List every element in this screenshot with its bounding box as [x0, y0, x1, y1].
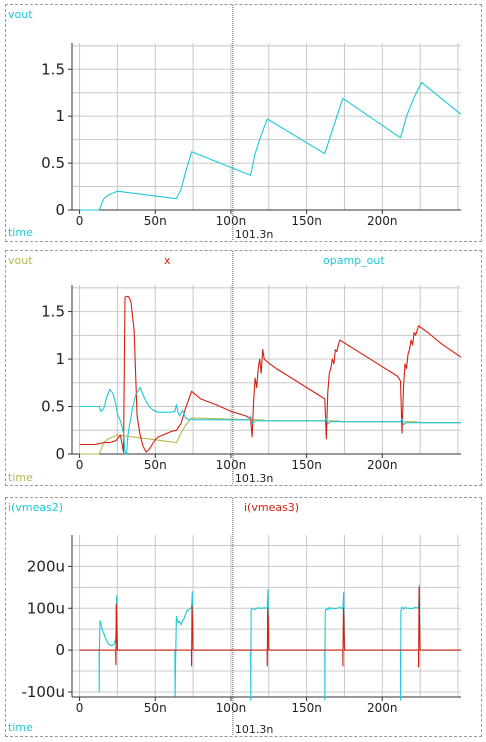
series-line — [79, 386, 461, 455]
cursor-label: 101.3n — [235, 472, 273, 485]
cursor-label: 101.3n — [235, 228, 273, 241]
legend-i-vmeas3: i(vmeas3) — [244, 501, 300, 514]
x-tick-label: 150n — [291, 701, 322, 715]
vout-x-opamp-panel: 0 50n 100n 150n 200n 0 0.5 1 1.5 101.3n vout x op… — [5, 250, 482, 486]
series-line — [79, 586, 461, 668]
x-axis-label: time — [8, 471, 33, 484]
grid — [72, 535, 461, 697]
current-chart: 0 50n 100n 150n 200n -100u 0 100u 200u 101.3n — [21, 498, 461, 736]
x-tick-label: 200n — [367, 458, 398, 472]
x-tick-label: 200n — [367, 214, 398, 228]
y-tick-label: 0 — [55, 641, 65, 659]
y-tick-label: 0 — [55, 201, 65, 219]
vout-panel: 0 50n 100n 150n 200n 0 0.5 1 1.5 101.3n vout time — [5, 4, 482, 242]
vout-chart: 0 50n 100n 150n 200n 0 0.5 1 1.5 101.3n — [41, 5, 462, 241]
x-axis-label: time — [8, 721, 33, 734]
legend-vout: vout — [8, 254, 33, 267]
y-tick-label: 1 — [55, 107, 65, 125]
y-tick-label: 200u — [27, 557, 65, 575]
x-tick-label: 50n — [144, 701, 167, 715]
x-tick-label: 0 — [76, 214, 84, 228]
x-tick-label: 50n — [144, 458, 167, 472]
y-tick-label: 100u — [27, 599, 65, 617]
legend-vout: vout — [8, 8, 33, 21]
x-tick-label: 150n — [291, 214, 322, 228]
y-tick-label: -100u — [21, 683, 65, 701]
vout-x-opamp-chart: 0 50n 100n 150n 200n 0 0.5 1 1.5 101.3n — [41, 251, 462, 485]
legend-i-vmeas2: i(vmeas2) — [8, 501, 64, 514]
series-line — [79, 295, 462, 453]
x-tick-label: 100n — [216, 458, 247, 472]
current-panel: 0 50n 100n 150n 200n -100u 0 100u 200u 101.3n i(v… — [5, 497, 482, 737]
x-tick-label: 0 — [76, 458, 84, 472]
series-line — [79, 417, 461, 455]
x-tick-label: 200n — [367, 701, 398, 715]
y-tick-label: 0.5 — [41, 154, 65, 172]
x-tick-label: 150n — [291, 458, 322, 472]
y-tick-label: 0.5 — [41, 398, 65, 416]
x-tick-label: 100n — [216, 701, 247, 715]
y-tick-label: 0 — [55, 445, 65, 463]
y-tick-label: 1.5 — [41, 60, 65, 78]
legend-opamp-out: opamp_out — [323, 254, 385, 267]
grid — [72, 43, 461, 211]
cursor-label: 101.3n — [235, 723, 273, 736]
grid — [72, 285, 461, 455]
x-tick-label: 100n — [216, 214, 247, 228]
x-axis-label: time — [8, 226, 33, 239]
series-line — [79, 584, 461, 701]
x-tick-label: 50n — [144, 214, 167, 228]
x-tick-label: 0 — [76, 701, 84, 715]
series-line — [79, 81, 462, 211]
legend-x: x — [164, 254, 171, 267]
y-tick-label: 1.5 — [41, 303, 65, 321]
y-tick-label: 1 — [55, 350, 65, 368]
